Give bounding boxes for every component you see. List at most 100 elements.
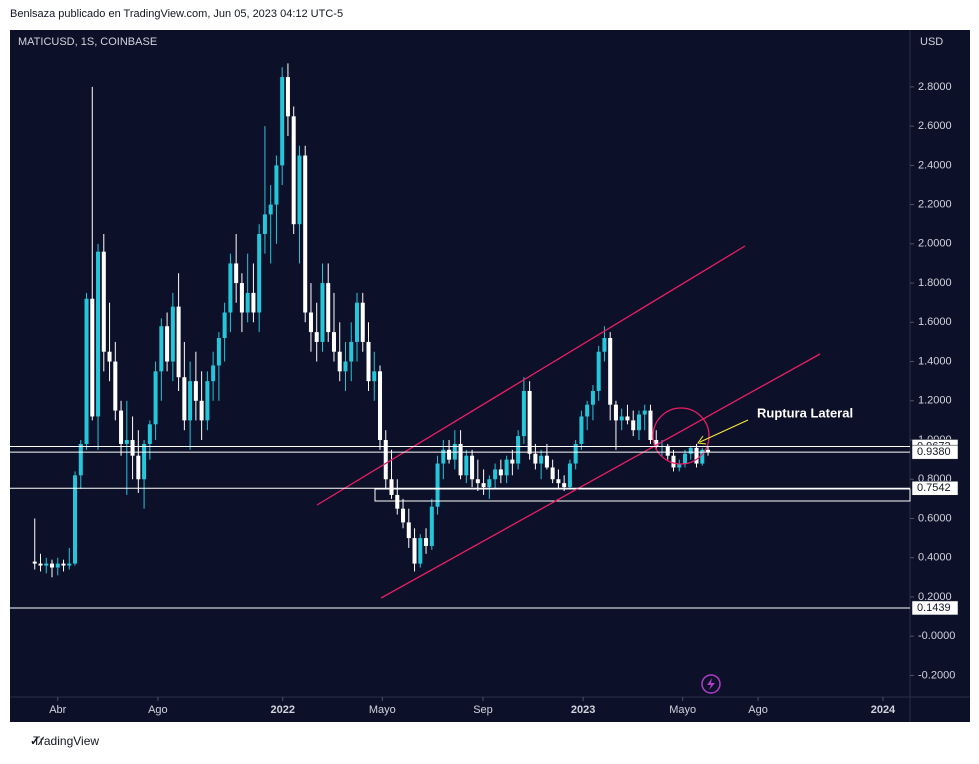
- candle-body: [32, 561, 37, 564]
- plot: [32, 63, 711, 578]
- price-label-box: [911, 600, 959, 616]
- candle-body: [401, 508, 406, 523]
- candle-body: [136, 455, 141, 480]
- candle-body: [424, 538, 429, 546]
- candle-body: [119, 410, 124, 444]
- x-tick-label: Ago: [148, 704, 168, 716]
- candle-body: [447, 449, 452, 460]
- candle-body: [326, 283, 331, 333]
- candle-body: [521, 390, 526, 437]
- candle-body: [188, 381, 193, 421]
- event-icon-bolt: [707, 678, 715, 690]
- candle-body: [631, 420, 636, 431]
- candle-body: [38, 563, 43, 566]
- price-label: 0.9380: [917, 446, 951, 458]
- axes: -0.2000-0.00000.20000.40000.60000.80001.…: [10, 81, 959, 716]
- y-tick-label: 2.0000: [918, 238, 952, 250]
- candle-body: [613, 404, 618, 421]
- candle-body: [533, 453, 538, 464]
- candle-body: [602, 337, 607, 352]
- candle-body: [90, 298, 95, 417]
- candle-body: [193, 381, 198, 401]
- y-tick-label: 0.2000: [918, 591, 952, 603]
- candle-body: [665, 445, 670, 456]
- candle-body: [61, 563, 66, 566]
- candle-body: [573, 443, 578, 464]
- candle-body: [170, 306, 175, 362]
- candle-body: [285, 77, 290, 117]
- candle-body: [84, 298, 89, 444]
- candle-body: [251, 292, 256, 313]
- candle-body: [429, 506, 434, 546]
- candle-body: [245, 292, 250, 313]
- candle-body: [418, 538, 423, 564]
- candle-body: [377, 371, 383, 441]
- candle-body: [642, 410, 647, 415]
- candle-body: [464, 455, 469, 476]
- candle-body: [314, 332, 319, 342]
- y-tick-label: 0.4000: [918, 552, 952, 564]
- footer-brand: TradingView: [33, 734, 99, 748]
- candle-body: [73, 475, 78, 564]
- candle-body: [688, 447, 693, 454]
- candle-body: [349, 341, 354, 362]
- candle-body: [308, 312, 313, 333]
- range-box: [374, 488, 911, 502]
- candle-body: [303, 155, 308, 313]
- candle-body: [527, 390, 532, 454]
- candle-body: [682, 453, 688, 464]
- candle-body: [343, 361, 348, 372]
- candle-body: [544, 455, 549, 468]
- y-tick-label: 1.2000: [918, 395, 952, 407]
- candle-body: [567, 463, 572, 488]
- candle-body: [516, 436, 521, 464]
- candle-body: [360, 302, 365, 342]
- x-tick-label: Ago: [748, 704, 768, 716]
- candle-body: [49, 563, 55, 568]
- candle-body: [539, 455, 544, 464]
- candle-body: [159, 326, 164, 372]
- x-tick-label: Mayo: [669, 704, 696, 716]
- candle-body: [147, 424, 152, 444]
- candle-body: [470, 455, 475, 480]
- candle-body: [234, 263, 239, 284]
- x-tick-label: Sep: [473, 704, 493, 716]
- candle-body: [153, 371, 158, 425]
- candle-body: [395, 494, 400, 509]
- candle-body: [182, 377, 187, 421]
- candle-body: [222, 312, 227, 338]
- price-label: 0.7542: [917, 482, 951, 494]
- candle-body: [257, 234, 262, 313]
- y-tick-label: -0.2000: [918, 669, 955, 681]
- candle-body: [625, 416, 630, 421]
- candle-body: [176, 306, 181, 378]
- y-tick-label: 1.8000: [918, 277, 952, 289]
- candle-body: [585, 404, 590, 417]
- annotation: Ruptura Lateral: [757, 405, 853, 420]
- candle-body: [608, 337, 613, 405]
- candle-body: [383, 440, 388, 480]
- candle-body: [354, 302, 360, 342]
- y-tick-label: 1.4000: [918, 355, 952, 367]
- arrow: [699, 419, 749, 443]
- candle-body: [331, 332, 336, 352]
- candle-body: [165, 326, 170, 362]
- candle-body: [101, 251, 106, 352]
- candle-body: [268, 204, 273, 215]
- event-icon[interactable]: [701, 674, 721, 694]
- candle-body: [372, 371, 377, 382]
- channel-lower: [380, 353, 821, 599]
- candle-body: [498, 469, 503, 476]
- candle-body: [96, 251, 101, 417]
- candle-body: [113, 361, 118, 411]
- x-tick-label: 2022: [271, 704, 295, 716]
- candle-body: [262, 214, 267, 235]
- y-tick-label: 2.4000: [918, 159, 952, 171]
- chart-bg: [10, 30, 970, 722]
- candle-body: [78, 443, 83, 476]
- candle-body: [239, 283, 244, 313]
- candle-body: [130, 440, 135, 456]
- candle-body: [205, 381, 210, 421]
- candle-body: [458, 443, 463, 476]
